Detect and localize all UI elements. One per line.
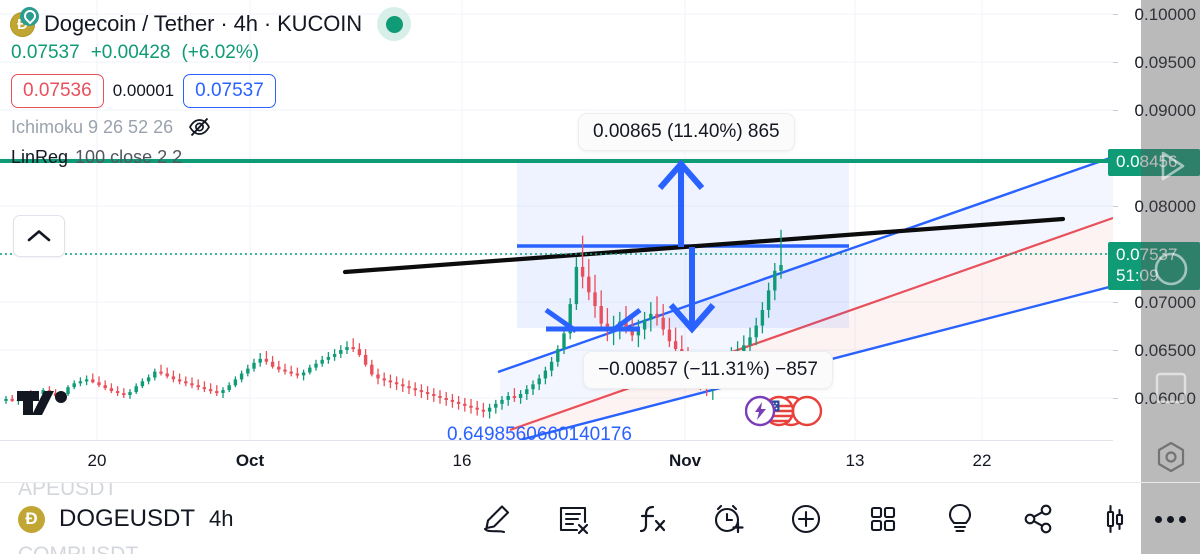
grid-squares-icon <box>870 506 895 532</box>
linreg-label: LinReg <box>11 146 69 167</box>
price-change-percent: (+6.02%) <box>181 42 260 63</box>
replay-overlay-panel[interactable] <box>1141 0 1200 482</box>
chart-type-button[interactable] <box>1089 493 1141 545</box>
stop-square-icon[interactable] <box>1152 369 1190 407</box>
current-price-badge-value: 0.07537 <box>1116 245 1178 264</box>
channel-line-mid <box>509 216 1113 432</box>
alerts-button[interactable] <box>702 493 754 545</box>
symbol-watchlist-strip[interactable]: APEUSDT Ð DOGEUSDT 4h COMPUSDT <box>0 483 430 554</box>
fx-function-icon <box>639 505 665 533</box>
chart-tools-row <box>430 493 1141 545</box>
chevron-up-icon <box>27 230 51 242</box>
pencil-draw-icon <box>483 505 510 534</box>
last-price: 0.07537 <box>11 42 80 63</box>
record-circle-icon[interactable] <box>1150 248 1192 290</box>
time-label-1: Oct <box>235 451 265 470</box>
ideas-button[interactable] <box>934 493 986 545</box>
watchlist-symbol-below: COMPUSDT <box>18 543 138 554</box>
watchlist-item-above[interactable]: APEUSDT <box>18 483 117 501</box>
candlestick-icon <box>1106 504 1124 534</box>
price-label-1: 0.09500 <box>1134 53 1196 72</box>
price-change-absolute: +0.00428 <box>90 42 171 63</box>
list-remove-icon <box>560 506 589 535</box>
eye-off-icon[interactable] <box>187 116 212 138</box>
tv-logo-icon <box>17 391 67 415</box>
time-label-3: Nov <box>668 451 702 470</box>
legend-linreg-row[interactable]: LinReg 100 close 2 2 <box>10 142 480 172</box>
doge-coin-icon: Ð <box>10 6 39 37</box>
grid-vertical <box>96 0 983 440</box>
measure-base-bracket <box>544 307 642 334</box>
event-icons[interactable] <box>745 394 845 428</box>
trend-line-black <box>342 216 1066 275</box>
time-axis[interactable]: 20 Oct 16 Nov 13 22 <box>0 440 1113 483</box>
more-dot-2 <box>1167 515 1174 523</box>
price-label-6: 0.06000 <box>1134 389 1196 408</box>
channel-line-upper <box>497 155 1113 374</box>
price-label-3: 0.08000 <box>1134 197 1196 216</box>
price-axis[interactable]: 0.10000 0.09500 0.09000 0.08000 0.07000 … <box>1108 0 1200 440</box>
chart-plot-area[interactable]: 0.6498560660140176 <box>0 0 1113 440</box>
more-dot-1 <box>1155 515 1162 523</box>
play-icon[interactable] <box>1150 145 1192 187</box>
price-label-2: 0.09000 <box>1134 101 1196 120</box>
active-timeframe-label: 4h <box>209 506 234 531</box>
legend-ichimoku-row[interactable]: Ichimoku 9 26 52 26 <box>10 112 480 142</box>
share-nodes-icon <box>1024 504 1051 534</box>
legend-price-row: 0.07537 +0.00428 (+6.02%) <box>10 42 480 70</box>
watchlist-item-active[interactable]: Ð DOGEUSDT 4h <box>18 505 234 533</box>
exchange-badge-icon <box>20 6 39 26</box>
time-label-4: 13 <box>845 451 865 470</box>
time-label-2: 16 <box>452 451 472 470</box>
chart-legend: Ð Dogecoin / Tether · 4h · KUCOIN 0.0753… <box>0 0 480 172</box>
doge-coin-mini-icon: Ð <box>18 505 45 533</box>
time-label-5: 22 <box>972 451 992 470</box>
cutoff-number-annotation: 0.6498560660140176 <box>447 424 632 440</box>
draw-tool-button[interactable] <box>470 493 522 545</box>
measure-down-tooltip[interactable]: −0.00857 (−11.31%) −857 <box>583 351 833 389</box>
remove-drawings-button[interactable] <box>547 493 599 545</box>
add-button[interactable] <box>780 493 832 545</box>
more-dot-3 <box>1179 515 1186 523</box>
alarm-plus-icon <box>715 504 744 534</box>
bottom-toolbar: APEUSDT Ð DOGEUSDT 4h COMPUSDT <box>0 482 1200 554</box>
time-label-0: 20 <box>87 451 107 470</box>
hexagon-settings-icon[interactable] <box>1151 437 1191 477</box>
price-label-4: 0.07000 <box>1134 293 1196 312</box>
ichimoku-label: Ichimoku 9 26 52 26 <box>11 116 174 137</box>
market-open-indicator[interactable] <box>377 7 412 41</box>
measure-arrow-down <box>668 247 716 334</box>
ask-price-box[interactable]: 0.07537 <box>183 74 276 108</box>
price-label-0: 0.10000 <box>1134 5 1196 24</box>
linreg-params: 100 close 2 2 <box>75 146 183 167</box>
spread-value: 0.00001 <box>112 81 175 100</box>
active-symbol-label: DOGEUSDT <box>59 505 196 532</box>
price-label-5: 0.06500 <box>1134 341 1196 360</box>
tradingview-logo-watermark <box>17 385 75 426</box>
legend-symbol-row[interactable]: Ð Dogecoin / Tether · 4h · KUCOIN <box>10 6 480 42</box>
economic-events-group[interactable] <box>745 394 845 428</box>
plus-circle-icon <box>791 504 820 534</box>
watchlist-item-below[interactable]: COMPUSDT <box>18 543 138 554</box>
share-button[interactable] <box>1012 493 1064 545</box>
more-options-button[interactable] <box>1141 483 1200 554</box>
symbol-title[interactable]: Dogecoin / Tether · 4h · KUCOIN <box>44 11 363 36</box>
measure-up-tooltip[interactable]: 0.00865 (11.40%) 865 <box>578 113 795 151</box>
layouts-button[interactable] <box>857 493 909 545</box>
legend-quote-row: 0.07536 0.00001 0.07537 <box>10 70 480 112</box>
collapse-legend-button[interactable] <box>13 215 65 257</box>
bolt-event-icon <box>745 395 776 427</box>
measure-arrow-up <box>657 159 705 247</box>
doge-mini-glyph: Ð <box>25 509 38 528</box>
indicators-button[interactable] <box>625 493 677 545</box>
doge-glyph: Ð <box>17 15 28 33</box>
watchlist-symbol-above: APEUSDT <box>18 483 118 500</box>
bid-price-box[interactable]: 0.07536 <box>11 74 104 108</box>
lightbulb-icon <box>949 503 972 533</box>
bar-countdown: 51:09 <box>1116 265 1159 285</box>
